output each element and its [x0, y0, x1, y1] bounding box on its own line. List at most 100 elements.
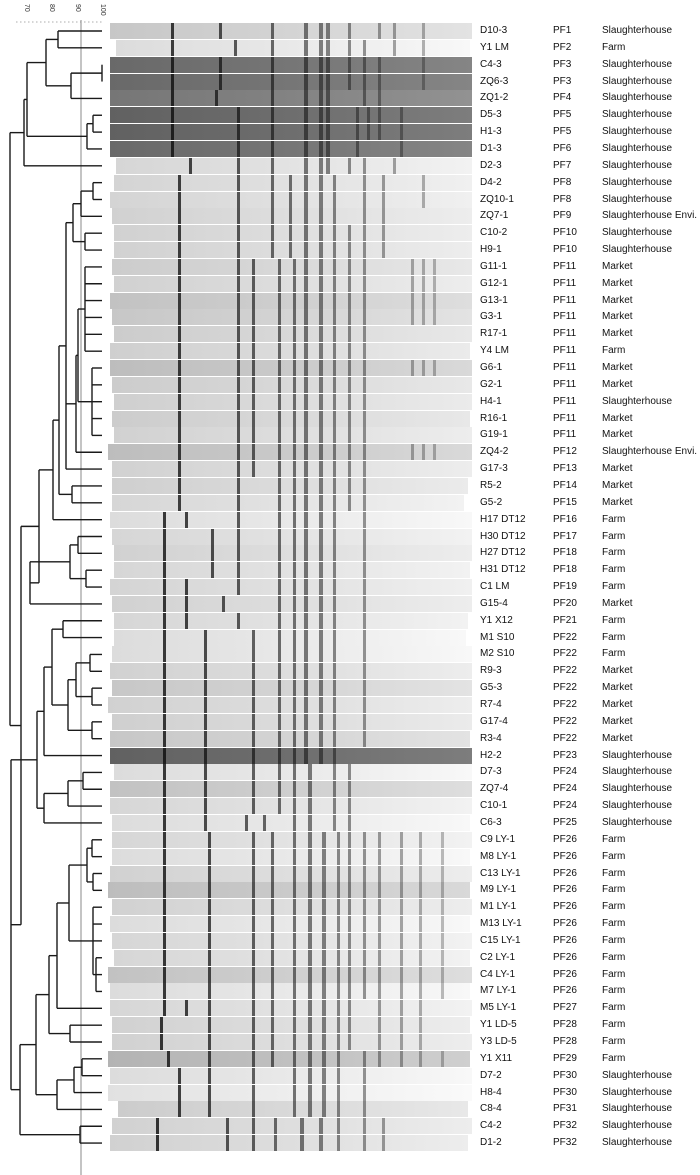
gel-band [203, 629, 207, 646]
gel-band [400, 983, 403, 1000]
isolate-pattern: PF11 [553, 412, 577, 424]
gel-band [292, 343, 296, 360]
gel-band [163, 747, 167, 764]
gel-band [400, 107, 403, 124]
gel-band [252, 275, 255, 292]
gel-band [363, 461, 366, 478]
isolate-name: M13 LY-1 [480, 918, 522, 930]
gel-lane [108, 882, 470, 899]
isolate-pattern: PF11 [553, 378, 577, 390]
isolate-source: Farm [602, 530, 626, 542]
gel-band [363, 225, 366, 242]
gel-band [292, 376, 296, 393]
gel-band [178, 174, 181, 191]
gel-band [337, 831, 341, 848]
gel-band [163, 814, 167, 831]
gel-band [307, 831, 312, 848]
gel-band [333, 612, 337, 629]
isolate-source: Farm [602, 564, 626, 576]
gel-band [222, 595, 226, 612]
isolate-name: G5-2 [480, 496, 503, 508]
isolate-source: Farm [602, 833, 626, 845]
gel-band [292, 882, 296, 899]
gel-band [333, 579, 337, 596]
gel-band [207, 865, 211, 882]
gel-band [348, 309, 352, 326]
isolate-name: G5-3 [480, 682, 503, 694]
gel-band [377, 1050, 381, 1067]
isolate-pattern: PF11 [553, 311, 577, 323]
gel-band [377, 124, 381, 141]
gel-band [326, 107, 330, 124]
gel-band [355, 124, 359, 141]
gel-band [270, 1050, 274, 1067]
isolate-pattern: PF11 [553, 260, 577, 272]
gel-band [326, 157, 330, 174]
dendrogram [9, 20, 103, 1175]
gel-band [322, 848, 327, 865]
gel-band [440, 966, 444, 983]
gel-band [237, 343, 241, 360]
gel-band [270, 124, 274, 141]
isolate-source: Market [602, 496, 633, 508]
isolate-pattern: PF13 [553, 463, 577, 475]
gel-lane [114, 612, 468, 629]
gel-band [307, 1017, 312, 1034]
isolate-pattern: PF28 [553, 1019, 577, 1031]
gel-band [307, 983, 312, 1000]
gel-band [163, 848, 167, 865]
isolate-name: M5 LY-1 [480, 1002, 517, 1014]
isolate-name: G11-1 [480, 260, 508, 272]
gel-band [170, 39, 174, 56]
gel-band [363, 562, 366, 579]
gel-band [363, 393, 366, 410]
gel-band [207, 1050, 211, 1067]
gel-band [400, 966, 403, 983]
gel-band [203, 680, 207, 697]
gel-lane [110, 23, 472, 39]
gel-band [318, 477, 323, 494]
isolate-name: ZQ1-2 [480, 92, 509, 104]
gel-band [363, 174, 366, 191]
gel-band [277, 477, 281, 494]
gel-band [292, 697, 296, 713]
gel-band [270, 1017, 274, 1034]
gel-band [348, 410, 352, 427]
gel-band [348, 781, 352, 798]
gel-band [163, 1000, 167, 1017]
isolate-source: Farm [602, 867, 626, 879]
gel-band [252, 781, 255, 798]
gel-band [252, 258, 255, 275]
gel-band [303, 410, 308, 427]
gel-band [163, 831, 167, 848]
isolate-name: C8-4 [480, 1103, 502, 1115]
gel-band [363, 545, 366, 562]
isolate-name: H4-1 [480, 395, 502, 407]
gel-band [348, 292, 352, 309]
gel-band [163, 730, 167, 747]
gel-band [381, 242, 385, 259]
gel-band [333, 309, 337, 326]
gel-band [348, 360, 352, 376]
gel-band [277, 461, 281, 478]
isolate-pattern: PF11 [553, 294, 577, 306]
isolate-source: Farm [602, 547, 626, 559]
gel-band [348, 157, 352, 174]
gel-band [318, 646, 323, 663]
gel-lane [110, 124, 472, 141]
gel-lane [112, 713, 472, 730]
gel-lane [110, 983, 470, 1000]
isolate-pattern: PF27 [553, 1002, 577, 1014]
gel-band [363, 882, 366, 899]
isolate-source: Slaughterhouse [602, 749, 673, 761]
gel-band [307, 882, 312, 899]
gel-band [303, 646, 308, 663]
gel-lane [108, 697, 472, 713]
gel-band [252, 410, 255, 427]
gel-band [363, 713, 366, 730]
gel-band [207, 1101, 211, 1118]
gel-band [163, 646, 167, 663]
isolate-source: Slaughterhouse [602, 1137, 673, 1149]
gel-band [322, 932, 327, 949]
gel-band [292, 494, 296, 511]
